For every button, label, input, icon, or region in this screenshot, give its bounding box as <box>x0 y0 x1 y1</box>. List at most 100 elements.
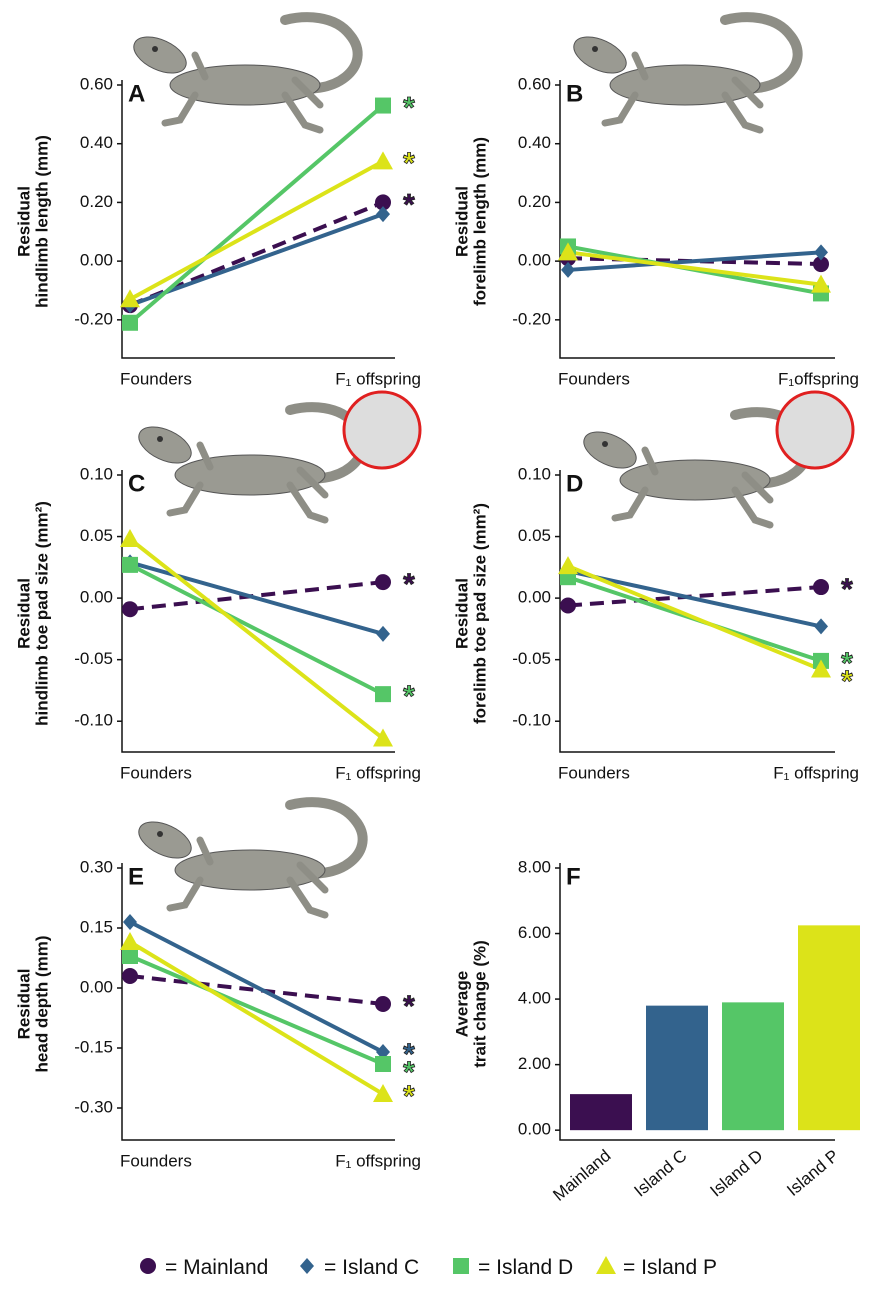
marker <box>375 574 391 590</box>
marker <box>596 1256 616 1274</box>
axis-line <box>560 470 835 752</box>
y-tick-label: 0.20 <box>518 192 551 211</box>
y-tick-label: 0.00 <box>518 588 551 607</box>
y-axis-label: Residual <box>14 969 33 1040</box>
y-axis-label: forelimb toe pad size (mm²) <box>470 503 489 724</box>
significance-asterisk: * <box>403 680 415 713</box>
page: 0.60 0.40 0.20 0.00 -0.20 Residual hindlimb le… <box>0 0 878 1292</box>
marker <box>813 579 829 595</box>
legend-label: = Island D <box>478 1256 573 1279</box>
legend-separator: = <box>623 1256 635 1279</box>
y-axis-label: trait change (%) <box>470 940 489 1068</box>
marker <box>120 289 140 307</box>
marker <box>376 626 390 642</box>
bar <box>570 1094 632 1130</box>
axis-line <box>560 80 835 358</box>
y-tick-label: -0.05 <box>74 649 113 668</box>
x-tick-label: Island C <box>630 1146 690 1201</box>
significance-asterisk: * <box>403 1080 415 1113</box>
legend-name: Island D <box>496 1256 573 1279</box>
series-line <box>130 565 383 694</box>
y-tick-label: 0.00 <box>518 251 551 270</box>
x-tick-label: F₁ offspring <box>335 763 421 782</box>
y-tick-label: 0.00 <box>80 977 113 996</box>
y-tick-label: -0.20 <box>512 309 551 328</box>
legend-name: Mainland <box>183 1256 268 1279</box>
y-axis-label: Residual <box>452 578 471 649</box>
panel-label: C <box>128 470 145 497</box>
legend-name: Island C <box>342 1256 419 1279</box>
x-tick-label: Mainland <box>549 1146 614 1205</box>
y-tick-label: -0.15 <box>74 1037 113 1056</box>
axis-line <box>122 470 395 752</box>
significance-asterisk: * <box>841 665 853 698</box>
legend-separator: = <box>165 1256 177 1279</box>
series-line <box>130 562 383 633</box>
lizard-illustration <box>133 802 362 915</box>
x-tick-label: Island D <box>706 1146 766 1201</box>
marker <box>558 556 578 574</box>
y-tick-label: -0.10 <box>74 711 113 730</box>
lizard-illustration <box>578 412 807 525</box>
x-tick-label: Founders <box>120 369 192 388</box>
x-tick-label: Founders <box>120 763 192 782</box>
figure: 0.60 0.40 0.20 0.00 -0.20 Residual hindlimb le… <box>0 0 878 1287</box>
zoom-inset <box>344 392 420 468</box>
significance-asterisk: * <box>403 147 415 180</box>
y-tick-label: 0.10 <box>80 464 113 483</box>
bar <box>722 1002 784 1130</box>
marker <box>140 1258 156 1274</box>
y-tick-label: 0.40 <box>80 133 113 152</box>
legend-separator: = <box>478 1256 490 1279</box>
y-axis-label: forelimb length (mm) <box>470 137 489 306</box>
marker <box>122 948 138 964</box>
marker <box>373 151 393 169</box>
y-axis-label: hindlimb toe pad size (mm²) <box>32 501 51 726</box>
y-tick-label: 2.00 <box>518 1054 551 1073</box>
legend-label: = Mainland <box>165 1256 268 1279</box>
legend-name: Island P <box>641 1256 717 1279</box>
marker <box>375 1056 391 1072</box>
marker <box>123 914 137 930</box>
legend-separator: = <box>324 1256 336 1279</box>
panel-label: A <box>128 80 145 107</box>
marker <box>120 529 140 547</box>
marker <box>373 1084 393 1102</box>
y-tick-label: -0.30 <box>74 1097 113 1116</box>
y-tick-label: 0.05 <box>518 526 551 545</box>
marker <box>300 1258 314 1274</box>
marker <box>375 686 391 702</box>
y-tick-label: 0.60 <box>518 74 551 93</box>
y-tick-label: -0.20 <box>74 309 113 328</box>
y-tick-label: 0.30 <box>80 857 113 876</box>
x-tick-label: Founders <box>120 1151 192 1170</box>
marker <box>375 98 391 114</box>
significance-asterisk: * <box>403 990 415 1023</box>
legend-label: = Island P <box>623 1256 717 1279</box>
legend-label: = Island C <box>324 1256 419 1279</box>
y-tick-label: 0.00 <box>80 251 113 270</box>
marker <box>120 932 140 950</box>
series-line <box>130 922 383 1052</box>
marker <box>122 601 138 617</box>
panel-label: B <box>566 80 583 107</box>
y-tick-label: 0.00 <box>80 588 113 607</box>
marker <box>375 996 391 1012</box>
lizard-illustration <box>128 17 357 130</box>
x-tick-label: F₁ offspring <box>335 1151 421 1170</box>
y-axis-label: Residual <box>452 186 471 257</box>
significance-asterisk: * <box>403 91 415 124</box>
panel-label: E <box>128 863 144 890</box>
x-tick-label: F₁ offspring <box>773 763 859 782</box>
bar <box>646 1006 708 1131</box>
significance-asterisk: * <box>841 573 853 606</box>
y-tick-label: 8.00 <box>518 857 551 876</box>
x-tick-label: Founders <box>558 763 630 782</box>
x-tick-label: F₁ offspring <box>335 369 421 388</box>
series-line <box>130 976 383 1004</box>
y-axis-label: Average <box>452 971 471 1037</box>
y-axis-label: hindlimb length (mm) <box>32 135 51 308</box>
significance-asterisk: * <box>403 568 415 601</box>
y-tick-label: -0.05 <box>512 649 551 668</box>
y-tick-label: -0.10 <box>512 711 551 730</box>
